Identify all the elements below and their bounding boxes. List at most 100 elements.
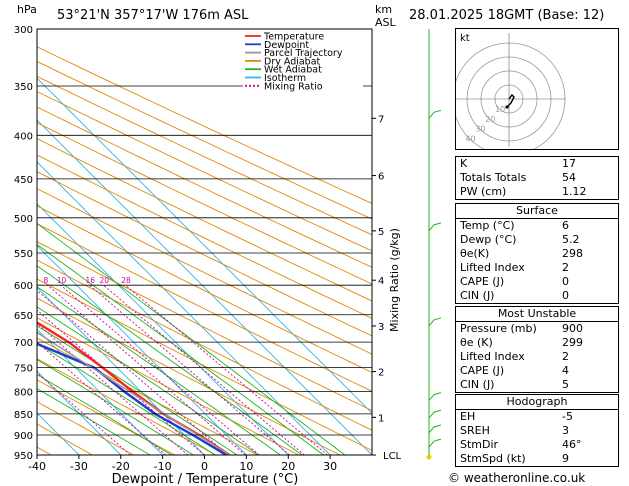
pressure-tick-label: 850 — [14, 410, 33, 421]
pressure-tick-label: 350 — [14, 82, 33, 93]
hodo-label: StmSpd (kt) — [460, 452, 526, 465]
surface-label: θe(K) — [460, 247, 490, 260]
mixing-ratio-line — [47, 284, 246, 455]
km-tick-label: 2 — [378, 368, 384, 379]
hodograph-ring-label: 40 — [465, 135, 475, 144]
wind-barb — [428, 109, 442, 119]
wet-adiabat-line — [37, 388, 151, 455]
isotherm-line — [37, 244, 247, 455]
series-dewpoint — [37, 342, 227, 455]
km-tick-label: 1 — [378, 413, 384, 424]
wet-adiabat-line — [37, 325, 238, 455]
tt-row: Totals Totals 54 — [456, 171, 618, 185]
pressure-tick-label: 950 — [14, 451, 33, 462]
km-tick-label: 6 — [378, 172, 384, 183]
mixing-ratio-line — [89, 284, 290, 455]
mu-row: CIN (J) 5 — [456, 378, 618, 392]
surface-row: Lifted Index 2 — [456, 261, 618, 275]
k-label: K — [460, 157, 468, 170]
dry-adiabat-line — [37, 205, 372, 374]
dry-adiabat-line — [37, 337, 258, 455]
km-tick-label: 4 — [378, 276, 384, 287]
dry-adiabat-line — [37, 379, 176, 455]
km-tick-label: 3 — [378, 322, 384, 333]
km-tick-label: LCL — [383, 451, 402, 462]
surface-label: Dewp (°C) — [460, 233, 517, 246]
isotherm-line — [37, 328, 163, 455]
dry-adiabat-line — [37, 138, 372, 302]
surface-row: CAPE (J) 0 — [456, 275, 618, 289]
surface-value: 0 — [562, 289, 569, 302]
surface-wind-marker — [426, 454, 432, 460]
x-tick-label: -40 — [28, 460, 46, 473]
mixing-ratio-label: 4 — [4, 276, 9, 285]
hodograph-table: Hodograph EH -5 SREH 3 StmDir 46° StmSpd (kt) 9 — [455, 394, 619, 467]
dry-adiabat-line — [37, 278, 372, 451]
wind-barb — [428, 317, 442, 327]
hodo-value: -5 — [562, 410, 573, 423]
hodograph-ring-label: 20 — [485, 115, 495, 124]
tt-label: Totals Totals — [460, 171, 527, 184]
x-tick-label: -10 — [154, 460, 172, 473]
plot-area: 12346810162028 — [4, 46, 372, 455]
hodograph-ring-label: 30 — [475, 125, 485, 134]
asl-unit: ASL — [375, 16, 396, 29]
pressure-tick-label: 500 — [14, 214, 33, 225]
wet-adiabat-line — [37, 286, 281, 455]
mu-value: 900 — [562, 322, 583, 335]
surface-label: Temp (°C) — [460, 219, 515, 232]
wet-adiabat-line — [37, 359, 194, 455]
copyright-footer: © weatheronline.co.uk — [448, 471, 586, 485]
dry-adiabat-line — [37, 75, 372, 236]
pressure-tick-label: 400 — [14, 131, 33, 142]
hodo-value: 9 — [562, 452, 569, 465]
mu-label: CAPE (J) — [460, 364, 505, 377]
mixing-ratio-axis-label: Mixing Ratio (g/kg) — [388, 228, 401, 332]
dry-adiabat-line — [37, 223, 372, 392]
x-tick-label: 20 — [281, 460, 295, 473]
isotherm-line — [37, 119, 372, 455]
mu-value: 5 — [562, 378, 569, 391]
wet-adiabat-line — [37, 374, 172, 455]
hpa-unit: hPa — [17, 3, 37, 16]
dry-adiabat-line — [37, 241, 372, 412]
legend-label: Mixing Ratio — [264, 81, 323, 92]
mixing-ratio-line — [37, 372, 131, 455]
wind-barb — [428, 392, 442, 401]
datetime-title: 28.01.2025 18GMT (Base: 12) — [409, 8, 605, 23]
mixing-ratio-line — [103, 284, 305, 455]
surface-label: CIN (J) — [460, 289, 495, 302]
most-unstable-table: Most Unstable Pressure (mb) 900 θe (K) 299 L… — [455, 306, 619, 393]
pressure-tick-label: 650 — [14, 311, 33, 322]
mixing-ratio-label: 10 — [57, 276, 67, 285]
x-axis-label: Dewpoint / Temperature (°C) — [112, 472, 299, 486]
hodograph-title: Hodograph — [506, 395, 568, 408]
wind-barb — [428, 222, 442, 232]
tt-value: 54 — [562, 171, 576, 184]
dry-adiabat-line — [37, 60, 372, 220]
dry-adiabat-line — [37, 317, 299, 455]
pressure-tick-label: 300 — [14, 25, 33, 36]
surface-row: θe(K) 298 — [456, 247, 618, 261]
pw-value: 1.12 — [562, 185, 587, 198]
mixing-ratio-line — [125, 284, 328, 455]
mu-value: 2 — [562, 350, 569, 363]
dry-adiabat-line — [37, 106, 372, 268]
mixing-ratio-label: 16 — [85, 276, 95, 285]
hodo-row: EH -5 — [456, 409, 618, 424]
surface-row: CIN (J) 0 — [456, 289, 618, 303]
mu-row: Lifted Index 2 — [456, 350, 618, 364]
legend-label: Wet Adiabat — [264, 65, 322, 76]
surface-value: 0 — [562, 275, 569, 288]
pressure-tick-label: 550 — [14, 249, 33, 260]
storm-motion-marker — [505, 105, 509, 109]
isotherm-line — [37, 77, 372, 414]
wind-barb — [428, 438, 442, 448]
isotherm-line — [37, 370, 122, 455]
k-row: K 17 — [456, 157, 618, 171]
isotherm-line — [37, 203, 289, 455]
mu-row: Pressure (mb) 900 — [456, 321, 618, 336]
mu-row: θe (K) 299 — [456, 336, 618, 350]
mu-label: Pressure (mb) — [460, 322, 537, 335]
